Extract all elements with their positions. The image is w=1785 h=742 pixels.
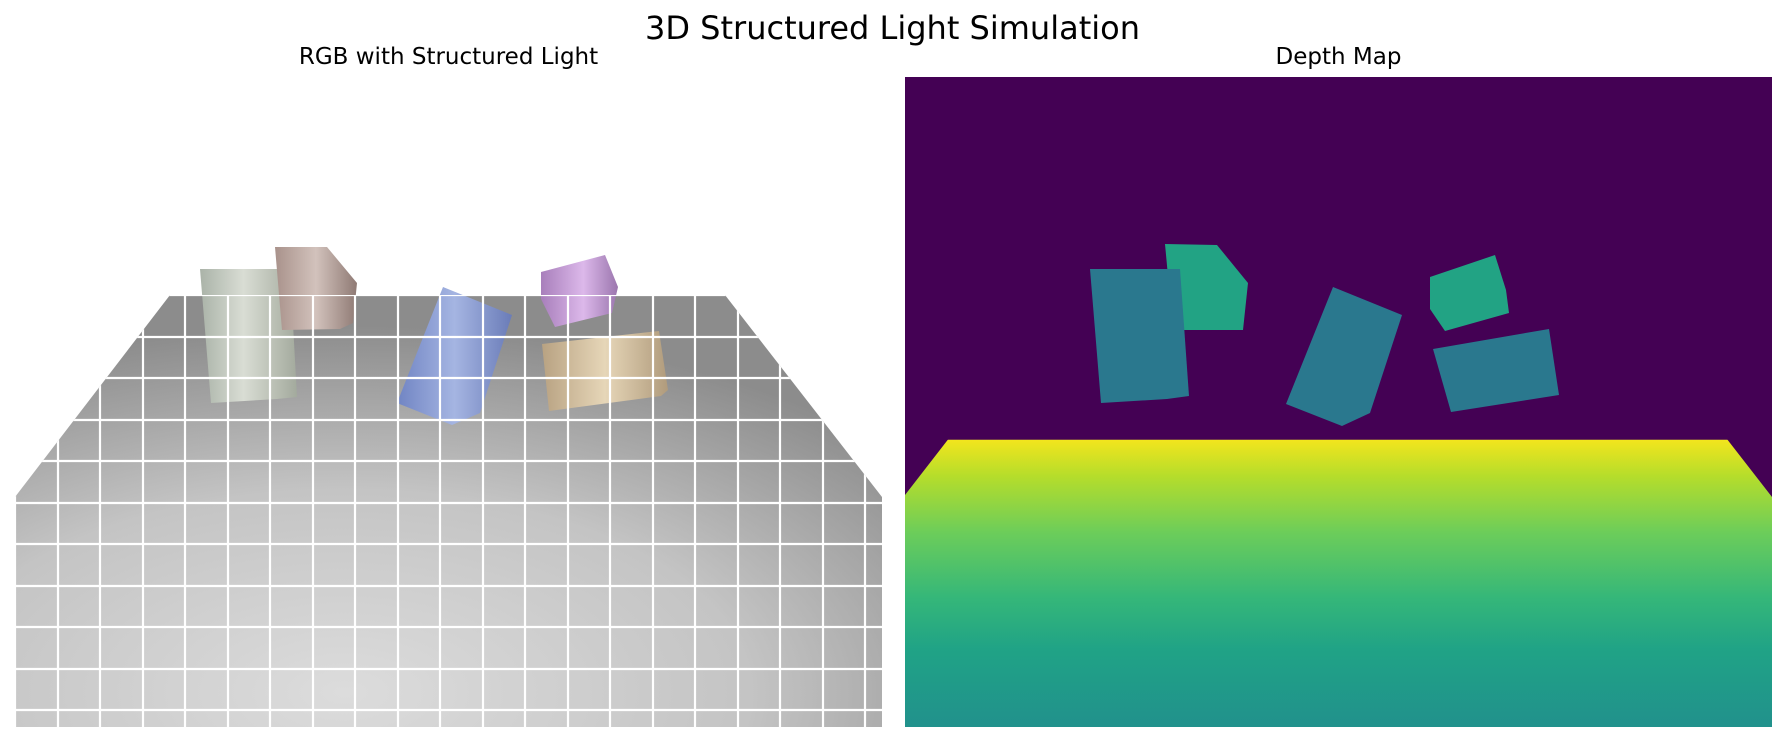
mauve-box xyxy=(275,247,357,330)
depth-map-image xyxy=(905,77,1772,727)
depth-floor xyxy=(905,295,1772,727)
depth-green-box xyxy=(1090,269,1189,403)
figure-title: 3D Structured Light Simulation xyxy=(645,9,1140,47)
floor-plane xyxy=(15,295,882,727)
depth-panel-title: Depth Map xyxy=(1275,44,1402,70)
rgb-image-canvas xyxy=(15,247,882,727)
depth-tan-box xyxy=(1433,329,1559,412)
depth-objects xyxy=(1090,244,1559,426)
rgb-panel-title: RGB with Structured Light xyxy=(298,44,599,70)
tan-box xyxy=(542,331,668,411)
depth-blue-box xyxy=(1286,287,1402,426)
purple-cube xyxy=(541,255,618,327)
depth-mauve-box xyxy=(1165,244,1248,330)
depth-purple-cube xyxy=(1430,255,1509,331)
depth-map-canvas xyxy=(905,77,1772,727)
rgb-structured-light-image xyxy=(15,77,882,727)
